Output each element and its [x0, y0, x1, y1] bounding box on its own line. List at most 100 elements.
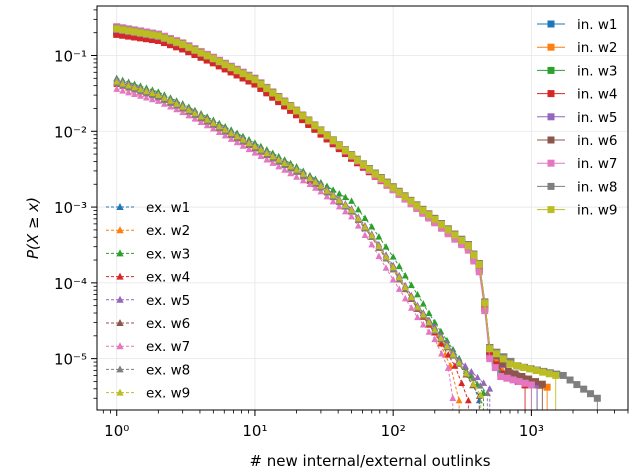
data-point	[305, 120, 313, 128]
data-point	[486, 385, 494, 392]
data-point	[455, 359, 463, 366]
data-point	[191, 46, 199, 54]
data-point	[323, 187, 331, 194]
data-point	[137, 85, 144, 93]
data-point	[518, 372, 526, 380]
data-point	[425, 211, 433, 219]
data-point	[263, 85, 271, 93]
data-point	[547, 136, 555, 144]
data-point	[532, 378, 540, 386]
data-point	[203, 121, 211, 129]
data-point	[425, 328, 433, 335]
data-point	[299, 116, 307, 124]
data-point	[389, 184, 397, 192]
x-tick-label: 10²	[381, 422, 406, 440]
data-point	[311, 122, 319, 130]
data-point	[401, 294, 409, 302]
ticks: 10⁰ 10¹ 10² 10³ 10⁻¹ 10⁻² 10⁻³ 10⁻⁴ 10⁻⁵	[54, 9, 629, 440]
data-point	[275, 98, 283, 106]
data-point	[368, 231, 376, 239]
series-ex-w3	[113, 74, 487, 410]
data-point	[547, 113, 555, 121]
data-point	[455, 396, 463, 404]
data-point	[395, 285, 403, 292]
data-point	[361, 223, 369, 230]
data-point	[477, 391, 485, 398]
data-point	[148, 31, 156, 39]
data-point	[566, 376, 574, 384]
data-point	[154, 32, 162, 40]
legend-label: in. w6	[577, 133, 618, 149]
data-point	[414, 303, 421, 310]
data-point	[173, 38, 181, 46]
data-point	[559, 371, 567, 379]
data-point	[475, 260, 483, 268]
legend-item: in. w6	[537, 133, 618, 149]
legend-external: ex. w1 ex. w2 ex. w3 ex. w4 ex. w5 ex. w6 ex. …	[106, 200, 190, 402]
legend-label: ex. w9	[146, 386, 190, 402]
data-point	[215, 122, 223, 130]
data-point	[474, 373, 481, 381]
legend-item: ex. w2	[106, 223, 190, 239]
data-point	[431, 215, 439, 223]
data-point	[197, 118, 205, 125]
data-point	[451, 231, 459, 239]
data-point	[419, 300, 427, 307]
data-point	[233, 71, 241, 79]
data-point	[312, 178, 319, 185]
data-point	[185, 111, 193, 119]
data-point	[191, 51, 199, 59]
data-point	[287, 102, 295, 110]
data-point	[329, 191, 337, 199]
series-ex-w8	[113, 79, 491, 410]
data-point	[470, 251, 478, 259]
legend-label: in. w2	[577, 40, 618, 56]
data-point	[257, 80, 265, 88]
data-point	[227, 68, 235, 76]
data-point	[317, 127, 325, 135]
data-point	[389, 263, 397, 271]
data-point	[287, 169, 295, 177]
data-point	[444, 351, 452, 358]
legend-item: in. w1	[537, 17, 618, 33]
data-point	[227, 64, 235, 72]
data-point	[419, 206, 427, 214]
data-point	[413, 202, 421, 210]
data-point	[209, 119, 217, 126]
series-ex-w2	[113, 78, 463, 410]
data-point	[131, 33, 139, 41]
data-point	[161, 94, 168, 101]
data-point	[451, 362, 459, 369]
data-point	[342, 201, 349, 209]
data-point	[167, 103, 174, 110]
data-point	[215, 62, 223, 70]
data-point	[136, 34, 144, 42]
legend-label: in. w3	[577, 63, 618, 79]
data-point	[257, 152, 265, 160]
data-point	[470, 257, 478, 265]
data-point	[353, 156, 361, 164]
data-point	[293, 173, 300, 180]
legend-label: ex. w8	[146, 362, 190, 378]
y-tick-label: 10⁻¹	[54, 48, 87, 66]
legend-item: ex. w5	[106, 293, 190, 309]
data-point	[486, 345, 494, 353]
legend-label: ex. w4	[146, 270, 190, 286]
data-point	[221, 126, 229, 133]
data-point	[361, 231, 369, 239]
data-point	[476, 382, 484, 389]
data-point	[197, 49, 205, 57]
data-point	[119, 31, 127, 39]
data-point	[365, 165, 373, 173]
data-point	[438, 340, 445, 347]
data-point	[545, 370, 553, 378]
data-point	[209, 125, 217, 132]
legend-item: ex. w1	[106, 200, 190, 216]
data-point	[227, 135, 235, 142]
data-point	[160, 39, 168, 47]
data-point	[185, 106, 193, 113]
data-point	[299, 112, 307, 120]
data-point	[166, 36, 174, 44]
data-point	[547, 43, 555, 51]
data-point	[444, 226, 452, 234]
